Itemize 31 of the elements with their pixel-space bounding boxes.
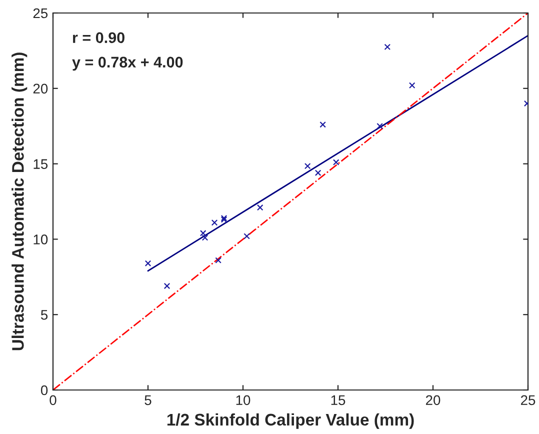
point xyxy=(200,230,206,236)
point xyxy=(320,121,326,128)
point xyxy=(304,162,311,170)
y-axis-title: Ultrasound Automatic Detection (mm) xyxy=(12,52,28,350)
y-tick-label: 15 xyxy=(34,159,48,169)
annotation: r = 0.90 xyxy=(73,32,124,44)
y-tick-label: 10 xyxy=(34,234,48,244)
point xyxy=(376,122,383,130)
x-axis-title: 1/2 Skinfold Caliper Value (mm) xyxy=(167,413,414,429)
point xyxy=(332,159,340,166)
point xyxy=(211,219,218,226)
point xyxy=(256,204,264,211)
y-tick-label: 20 xyxy=(33,84,48,94)
x-tick-label: 15 xyxy=(331,395,346,406)
point xyxy=(202,234,208,241)
y-tick-label: 0 xyxy=(40,385,48,396)
y-tick-label: 5 xyxy=(40,310,48,320)
point xyxy=(164,282,170,290)
y-tick-label: 25 xyxy=(33,8,48,18)
point xyxy=(244,233,250,240)
annotation: y = 0.78x + 4.00 xyxy=(72,56,183,71)
point xyxy=(384,44,391,50)
x-tick-label: 25 xyxy=(520,395,536,406)
x-tick-label: 10 xyxy=(236,395,250,406)
point xyxy=(314,170,322,176)
point xyxy=(215,257,222,264)
x-tick-label: 20 xyxy=(426,395,440,406)
x-tick-label: 0 xyxy=(50,395,56,406)
point xyxy=(144,260,152,266)
x-tick-label: 5 xyxy=(144,395,152,406)
point xyxy=(408,82,416,89)
